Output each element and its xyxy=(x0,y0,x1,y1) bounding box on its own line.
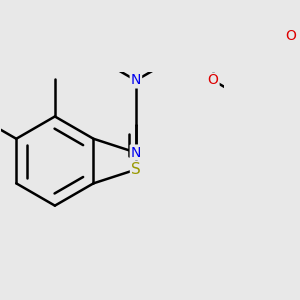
Text: N: N xyxy=(131,74,141,87)
Text: O: O xyxy=(208,74,219,87)
Text: S: S xyxy=(131,162,141,177)
Text: O: O xyxy=(285,29,296,43)
Text: N: N xyxy=(131,146,141,160)
